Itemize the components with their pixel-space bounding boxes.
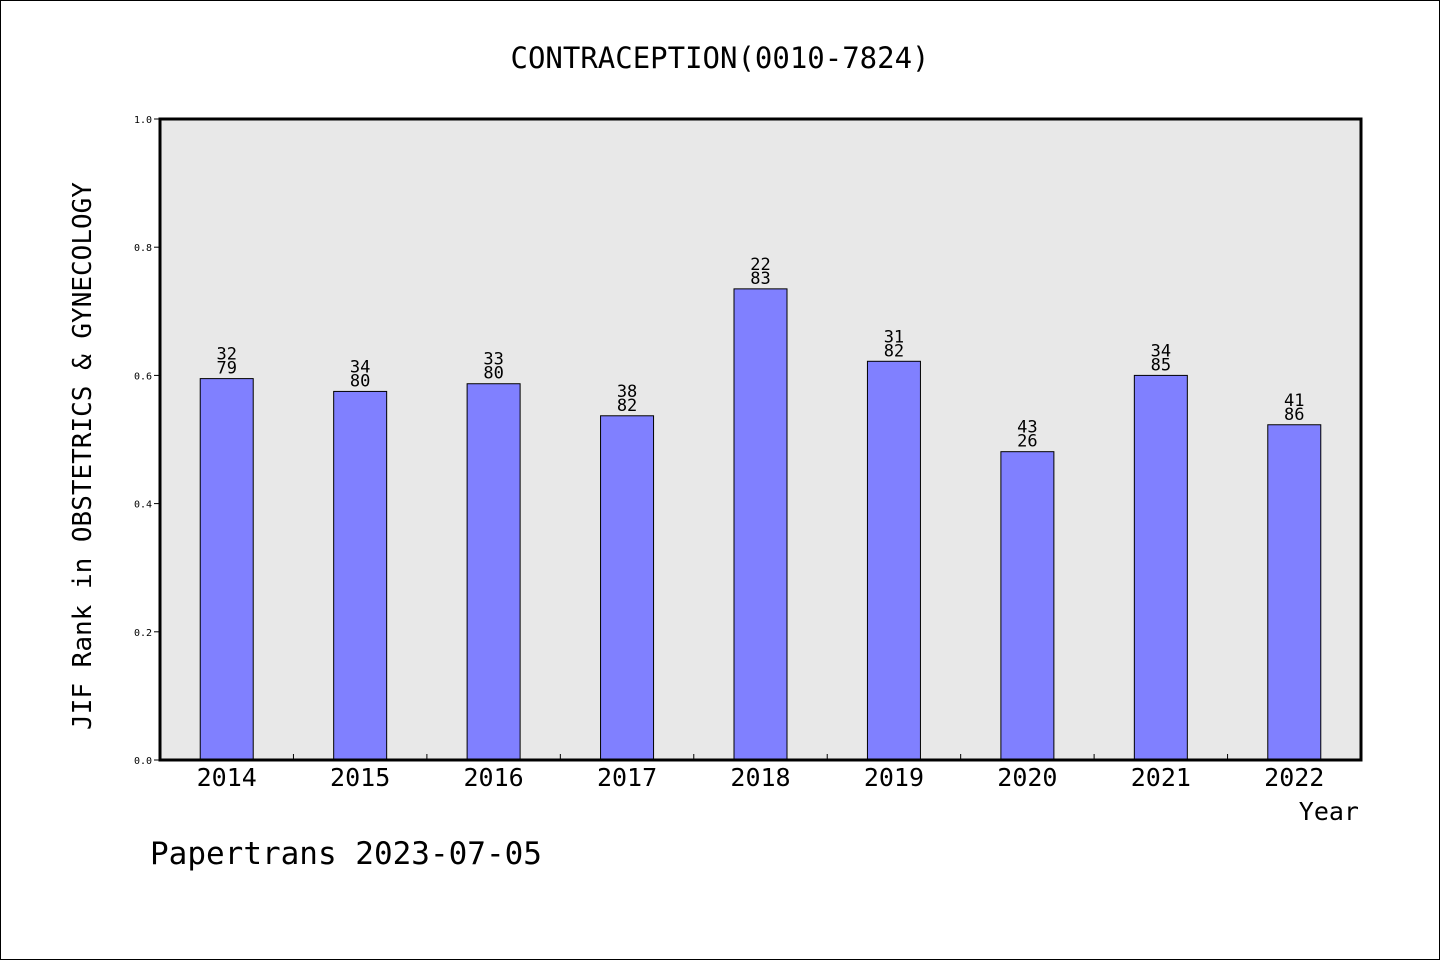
bar-label-rank: 22 — [750, 255, 770, 275]
bar-label-rank: 33 — [483, 350, 503, 370]
bar-label-rank: 31 — [884, 327, 904, 347]
x-axis-label: Year — [1299, 797, 1359, 826]
bar — [733, 288, 788, 761]
y-axis-ticks: 0.0 0.2 0.4 0.6 0.8 1.0 — [134, 115, 160, 767]
bar-label-total: 85 — [1151, 355, 1171, 375]
x-tick-label: 2015 — [330, 763, 390, 792]
bar-label-total: 83 — [750, 269, 770, 289]
plot-frame — [158, 117, 1363, 762]
y-tick-label: 0.8 — [134, 243, 152, 254]
bar-label-rank: 32 — [216, 345, 236, 365]
chart-title: CONTRACEPTION(0010-7824) — [510, 41, 929, 75]
bar-label-rank: 43 — [1017, 418, 1037, 438]
bar — [600, 415, 655, 761]
y-tick-label: 0.4 — [134, 500, 152, 511]
bar — [1267, 424, 1322, 761]
x-tick-label: 2016 — [464, 763, 524, 792]
x-tick-label: 2021 — [1131, 763, 1191, 792]
y-axis-label: JIF Rank in OBSTETRICS & GYNECOLOGY — [68, 182, 98, 730]
bar — [866, 360, 921, 761]
footer-credit: Papertrans 2023-07-05 — [150, 836, 542, 872]
bar-label-total: 79 — [216, 359, 236, 379]
bar — [466, 383, 521, 761]
bar-label-total: 80 — [483, 364, 503, 384]
bar-label-total: 82 — [617, 396, 637, 416]
x-tick-label: 2018 — [730, 763, 790, 792]
bar-label-total: 82 — [884, 341, 904, 361]
y-tick-label: 1.0 — [134, 115, 152, 126]
bar — [333, 390, 388, 761]
y-tick-label: 0.0 — [134, 756, 152, 767]
bar-label-total: 80 — [350, 371, 370, 391]
bar-label-total: 86 — [1284, 405, 1304, 425]
bar-label-rank: 34 — [1151, 341, 1171, 361]
x-tick-label: 2017 — [597, 763, 657, 792]
bar-label-rank: 34 — [350, 357, 370, 377]
y-tick-label: 0.2 — [134, 628, 152, 639]
bar-label-rank: 41 — [1284, 391, 1304, 411]
bar — [1133, 374, 1188, 761]
bar-label-total: 26 — [1017, 432, 1037, 452]
x-tick-label: 2022 — [1264, 763, 1324, 792]
bar — [199, 378, 254, 761]
x-tick-label: 2020 — [997, 763, 1057, 792]
x-tick-label: 2019 — [864, 763, 924, 792]
y-tick-label: 0.6 — [134, 371, 152, 382]
x-axis-ticks: 2014 2015 2016 2017 2018 2019 2020 2021 2022 — [197, 754, 1324, 792]
x-tick-label: 2014 — [197, 763, 257, 792]
bar-label-rank: 38 — [617, 382, 637, 402]
bar — [1000, 451, 1055, 761]
